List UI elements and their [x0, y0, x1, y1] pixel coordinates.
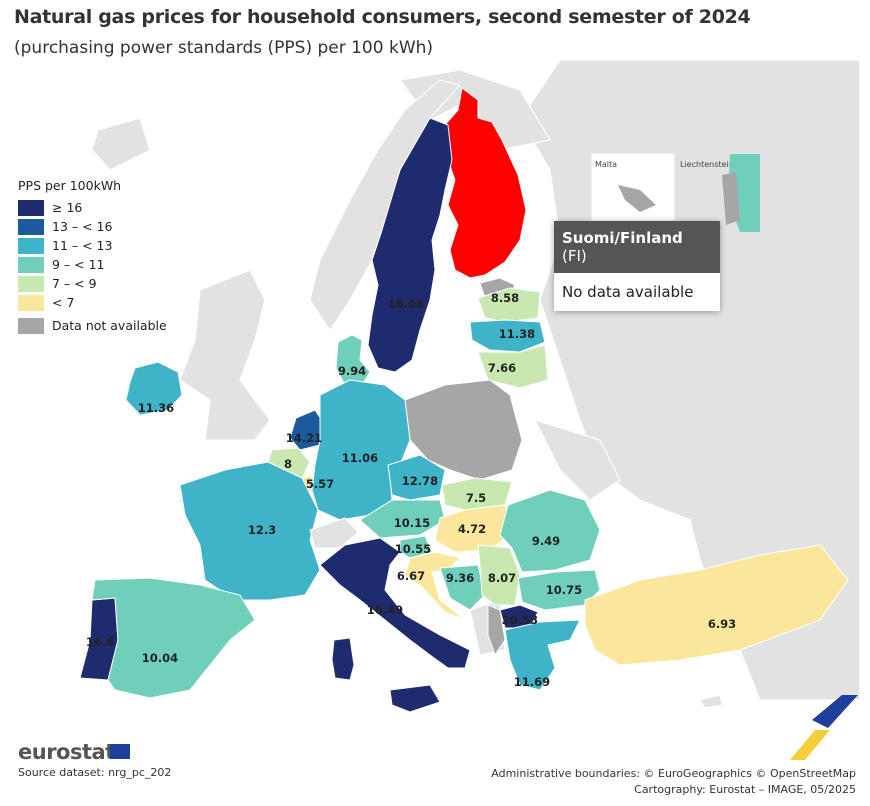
legend-item: < 7	[18, 293, 167, 312]
region-cy	[699, 694, 723, 709]
label-de: 11.06	[342, 451, 378, 465]
label-bg: 10.75	[546, 583, 582, 597]
region-dk[interactable]	[335, 334, 371, 386]
region-hu[interactable]	[434, 504, 516, 553]
inset-malta-label: Malta	[595, 160, 617, 169]
legend-swatch	[18, 317, 44, 334]
label-nl: 14.21	[286, 431, 322, 445]
label-ro: 9.49	[532, 534, 560, 548]
label-tr: 6.93	[708, 617, 736, 631]
label-fr: 12.3	[248, 523, 276, 537]
legend-item: 7 – < 9	[18, 274, 167, 293]
legend-label: 11 – < 13	[52, 238, 113, 253]
tooltip-country: Suomi/Finland	[562, 229, 683, 247]
label-mk: 20.53	[502, 613, 538, 627]
decorative-chevrons	[790, 695, 858, 760]
inset-liechtenstein-label: Liechtenstein	[680, 160, 734, 169]
region-pl[interactable]	[404, 379, 523, 481]
region-ro[interactable]	[499, 489, 601, 573]
label-se: 16.08	[388, 297, 424, 311]
tooltip-code: (FI)	[562, 247, 587, 265]
region-no	[309, 79, 461, 331]
region-it[interactable]	[319, 537, 471, 669]
page-subtitle: (purchasing power standards (PPS) per 10…	[14, 38, 434, 58]
legend-swatch	[18, 275, 44, 292]
inset-malta: Malta	[591, 153, 675, 221]
legend-item: 9 – < 11	[18, 255, 167, 274]
legend-item-na: Data not available	[18, 316, 167, 335]
label-lt: 11.38	[499, 327, 535, 341]
tooltip-header: Suomi/Finland (FI)	[554, 221, 720, 273]
region-lv[interactable]	[477, 287, 541, 323]
legend-label: 13 – < 16	[52, 219, 113, 234]
legend-label: < 7	[52, 295, 75, 310]
region-tr[interactable]	[584, 544, 849, 666]
label-el: 11.69	[514, 675, 550, 689]
label-pt: 16.6	[86, 635, 114, 649]
label-lt2: 7.66	[488, 361, 516, 375]
credits-line: Cartography: Eurostat – IMAGE, 05/2025	[634, 783, 856, 796]
region-ie[interactable]	[125, 361, 183, 416]
legend: PPS per 100kWh ≥ 16 13 – < 16 11 – < 13 …	[18, 178, 167, 335]
label-es: 10.04	[142, 651, 178, 665]
legend-swatch	[18, 218, 44, 235]
region-el[interactable]	[504, 619, 581, 691]
source-note: Source dataset: nrg_pc_202	[18, 766, 172, 779]
region-ba[interactable]	[439, 564, 486, 611]
region-mk[interactable]	[499, 604, 539, 629]
tooltip-body: No data available	[562, 283, 694, 301]
value-labels: 16.08 9.94 11.36 8.58 11.38 7.66 14.21 8…	[86, 291, 736, 689]
map-tooltip: Suomi/Finland (FI) No data available	[554, 221, 720, 311]
region-it-sardinia[interactable]	[331, 637, 355, 681]
legend-item: 13 – < 16	[18, 217, 167, 236]
legend-label: 9 – < 11	[52, 257, 105, 272]
label-at: 10.15	[394, 516, 430, 530]
region-ch	[309, 517, 359, 549]
label-ba: 9.36	[446, 571, 474, 585]
region-es[interactable]	[91, 577, 256, 699]
label-sk: 7.5	[466, 491, 486, 505]
region-lt[interactable]	[469, 319, 546, 353]
label-hr: 6.67	[397, 569, 425, 583]
legend-swatch	[18, 294, 44, 311]
legend-item: ≥ 16	[18, 198, 167, 217]
label-hu: 4.72	[458, 522, 486, 536]
legend-swatch	[18, 199, 44, 216]
label-lu: 5.57	[306, 477, 334, 491]
credits-line: Administrative boundaries: © EuroGeograp…	[491, 767, 856, 780]
label-cz: 12.78	[402, 474, 438, 488]
label-lv: 8.58	[491, 291, 519, 305]
eu-flag-icon	[110, 744, 130, 759]
legend-swatch	[18, 237, 44, 254]
region-it-sicily[interactable]	[389, 684, 441, 713]
legend-item: 11 – < 13	[18, 236, 167, 255]
label-dk: 9.94	[338, 364, 366, 378]
label-ie: 11.36	[138, 401, 174, 415]
credits: Administrative boundaries: © EuroGeograp…	[491, 766, 856, 798]
region-de[interactable]	[311, 379, 411, 521]
legend-label: 7 – < 9	[52, 276, 97, 291]
region-rs[interactable]	[477, 544, 521, 606]
region-fr[interactable]	[179, 461, 321, 601]
legend-title: PPS per 100kWh	[18, 178, 122, 193]
region-hr[interactable]	[404, 551, 466, 621]
page-title: Natural gas prices for household consume…	[14, 6, 751, 28]
region-cz[interactable]	[387, 454, 446, 501]
label-it: 16.49	[367, 603, 403, 617]
inset-liechtenstein: Liechtenstein	[678, 154, 760, 232]
legend-label: Data not available	[52, 318, 167, 333]
legend-swatch	[18, 256, 44, 273]
legend-label: ≥ 16	[52, 200, 83, 215]
label-si: 10.55	[395, 542, 431, 556]
region-al	[487, 604, 506, 657]
label-rs: 8.07	[488, 571, 516, 585]
eurostat-logo: eurostat	[18, 740, 115, 764]
label-be: 8	[284, 457, 292, 471]
